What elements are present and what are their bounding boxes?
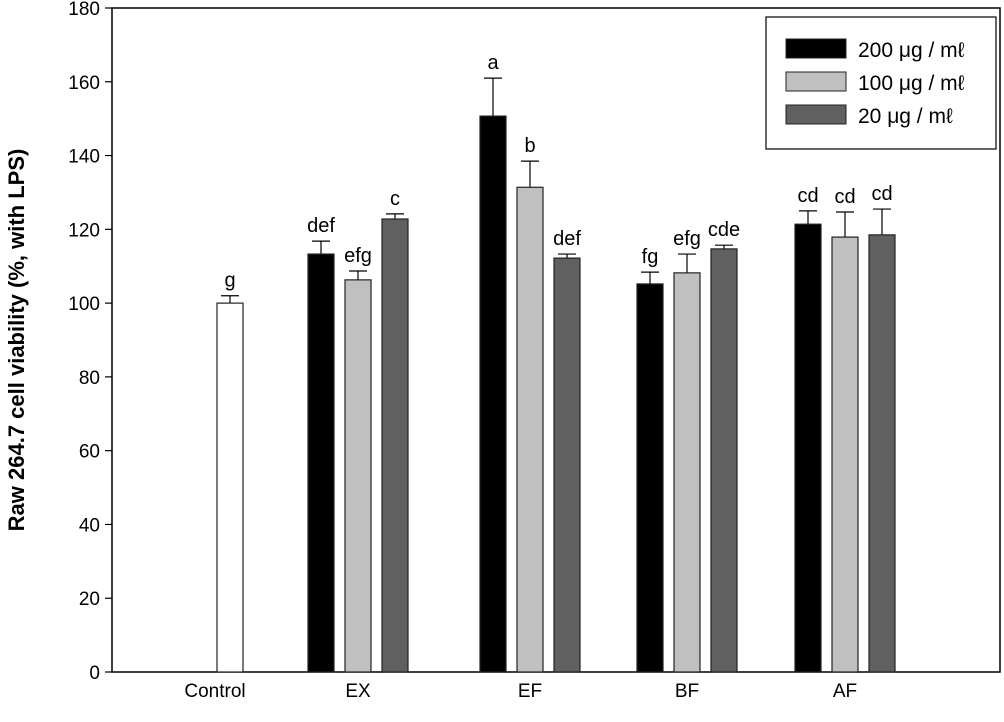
significance-label: cd [834,186,855,208]
x-tick-label: EF [518,681,542,702]
bar [516,186,544,673]
significance-label: fg [642,246,659,268]
x-tick-label: AF [833,681,857,702]
bar [868,234,896,673]
bar [553,257,581,673]
bar [794,223,822,673]
significance-label: b [524,135,535,157]
legend-label: 20 μg / mℓ [858,105,953,128]
significance-label: def [553,228,581,250]
legend: 200 μg / mℓ 100 μg / mℓ 20 μg / mℓ [765,16,997,150]
legend-swatch [785,71,847,92]
y-tick-label: 180 [68,0,100,20]
significance-label: efg [344,245,372,267]
x-tick-label: Control [184,681,245,702]
y-tick-label: 160 [68,73,100,94]
x-tick-label: BF [675,681,699,702]
legend-swatch [785,104,847,125]
legend-label: 100 μg / mℓ [858,72,965,95]
y-tick-label: 140 [68,147,100,168]
bar [479,115,507,673]
bar [636,283,664,673]
y-tick-label: 120 [68,220,100,241]
bar [710,248,738,673]
y-tick-label: 80 [79,368,100,389]
bar [216,302,244,673]
significance-label: g [224,270,235,292]
significance-label: cd [797,185,818,207]
legend-swatch [785,38,847,59]
bar [344,279,372,673]
significance-label: def [307,215,335,237]
bar [831,236,859,673]
bar [307,253,335,673]
significance-label: efg [673,228,701,250]
y-tick-label: 20 [79,589,100,610]
y-tick-label: 0 [89,663,100,684]
significance-label: cde [708,219,740,241]
y-tick-label: 60 [79,442,100,463]
x-tick-label: EX [345,681,371,702]
legend-label: 200 μg / mℓ [858,39,965,62]
bar [381,218,409,673]
y-tick-label: 40 [79,515,100,536]
y-axis-label: Raw 264.7 cell viability (%, with LPS) [4,149,29,532]
significance-label: c [390,188,400,210]
significance-label: a [487,52,499,74]
bar [673,272,701,673]
y-tick-label: 100 [68,294,100,315]
significance-label: cd [871,183,892,205]
